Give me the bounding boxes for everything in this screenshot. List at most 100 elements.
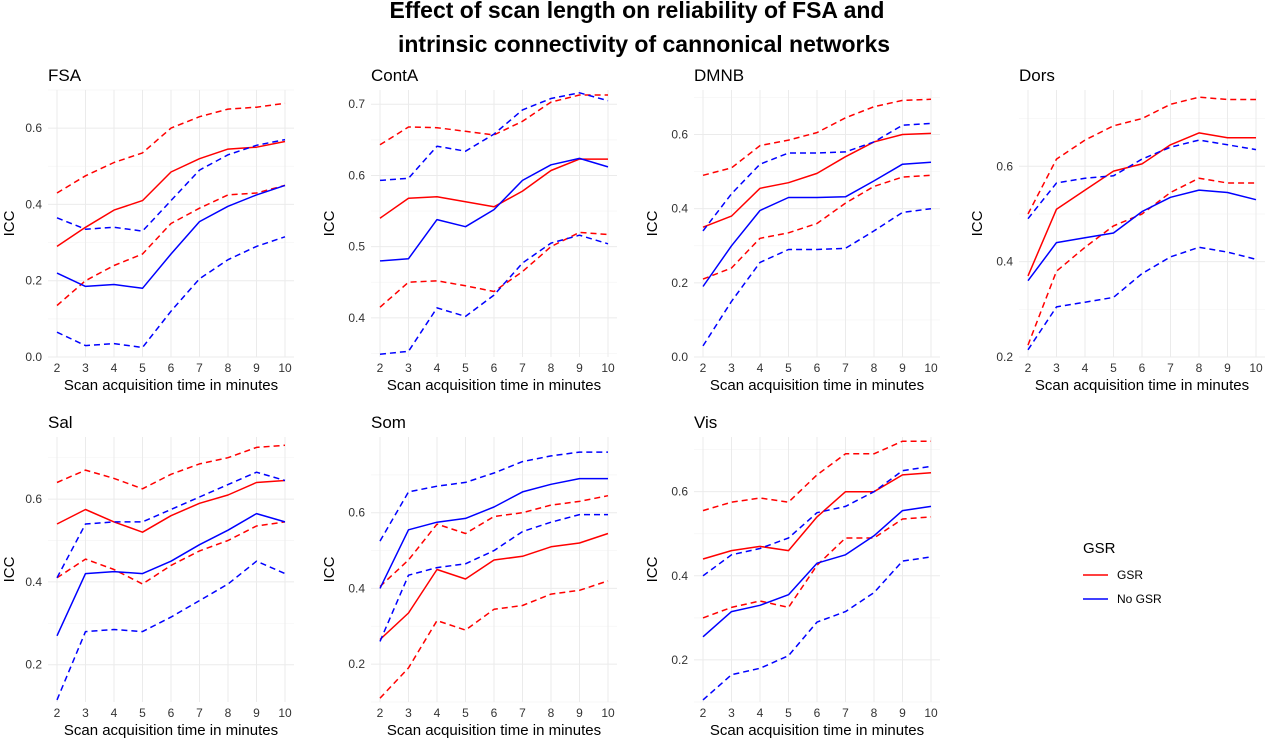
x-tick-label: 6 xyxy=(168,361,175,375)
series-no-gsr-upper xyxy=(702,122,932,232)
x-tick-label: 4 xyxy=(111,706,118,720)
series-gsr-estimate xyxy=(379,158,608,219)
x-tick-label: 4 xyxy=(757,361,764,375)
x-tick-label: 2 xyxy=(1025,361,1032,375)
x-tick-label: 8 xyxy=(871,706,878,720)
series-no-gsr-estimate xyxy=(702,161,932,287)
x-tick-label: 6 xyxy=(814,706,821,720)
series-gsr-estimate xyxy=(702,472,932,560)
series-no-gsr-estimate xyxy=(702,505,932,638)
y-tick-label: 0.4 xyxy=(671,569,688,583)
x-tick-label: 8 xyxy=(548,706,555,720)
y-tick-label: 0.6 xyxy=(25,492,42,506)
y-tick-label: 0.6 xyxy=(348,168,365,182)
x-tick-label: 9 xyxy=(1224,361,1231,375)
legend-label-no-gsr: No GSR xyxy=(1117,592,1162,606)
x-axis-title: Scan acquisition time in minutes xyxy=(387,722,601,739)
x-tick-label: 2 xyxy=(700,361,707,375)
series-gsr-lower xyxy=(56,521,286,585)
series-gsr-upper xyxy=(702,440,931,512)
x-tick-label: 8 xyxy=(225,706,232,720)
series-gsr-upper xyxy=(379,494,609,588)
x-tick-label: 5 xyxy=(139,706,146,720)
x-tick-label: 5 xyxy=(139,361,146,375)
x-tick-label: 7 xyxy=(842,706,849,720)
series-gsr-upper xyxy=(379,94,608,146)
x-tick-label: 5 xyxy=(785,706,792,720)
y-tick-label: 0.4 xyxy=(348,581,365,595)
y-axis-title: ICC xyxy=(321,556,338,582)
series-no-gsr-estimate xyxy=(56,512,286,637)
x-tick-label: 5 xyxy=(1110,361,1117,375)
y-tick-label: 0.0 xyxy=(671,350,688,364)
x-tick-label: 2 xyxy=(377,361,384,375)
x-tick-label: 2 xyxy=(54,706,61,720)
y-tick-label: 0.5 xyxy=(348,240,365,254)
x-axis-title: Scan acquisition time in minutes xyxy=(64,722,278,739)
series-no-gsr-lower xyxy=(702,207,932,347)
y-tick-label: 0.6 xyxy=(996,159,1013,173)
series-no-gsr-upper xyxy=(379,451,608,542)
series-no-gsr-upper xyxy=(56,138,286,232)
x-tick-label: 9 xyxy=(576,361,583,375)
series-no-gsr-upper xyxy=(56,471,286,579)
series-gsr-estimate xyxy=(56,479,286,533)
y-tick-label: 0.4 xyxy=(348,311,365,325)
x-tick-label: 5 xyxy=(785,361,792,375)
x-tick-label: 7 xyxy=(519,706,526,720)
series-no-gsr-lower xyxy=(379,513,608,642)
series-gsr-estimate xyxy=(702,132,932,228)
panels: FSA 0.0 0.2 0.4 0.6 2 3 4 5 6 7 8 9 10 Scan acquisitio… xyxy=(1,66,1265,739)
y-tick-label: 0.2 xyxy=(996,350,1013,364)
y-axis-title: ICC xyxy=(644,556,661,582)
series-gsr-lower xyxy=(56,184,286,307)
series-gsr-lower xyxy=(379,231,609,308)
panel-title-dmnb: DMNB xyxy=(694,66,744,85)
x-tick-label: 10 xyxy=(1249,361,1263,375)
panel-title-vis: Vis xyxy=(694,413,717,432)
x-tick-label: 3 xyxy=(82,706,89,720)
x-tick-label: 6 xyxy=(1139,361,1146,375)
y-tick-label: 0.2 xyxy=(25,274,42,288)
y-tick-label: 0.4 xyxy=(25,197,42,211)
x-axis-title: Scan acquisition time in minutes xyxy=(710,377,924,394)
x-tick-label: 8 xyxy=(871,361,878,375)
panel-title-sal: Sal xyxy=(48,413,73,432)
y-axis-title: ICC xyxy=(969,210,986,236)
x-tick-label: 10 xyxy=(601,361,615,375)
y-tick-label: 0.4 xyxy=(25,575,42,589)
x-tick-label: 4 xyxy=(434,706,441,720)
series-gsr-upper xyxy=(702,98,932,177)
x-tick-label: 3 xyxy=(728,706,735,720)
x-tick-label: 3 xyxy=(405,706,412,720)
legend-label-gsr: GSR xyxy=(1117,568,1143,582)
y-axis-title: ICC xyxy=(644,210,661,236)
series-gsr-estimate xyxy=(1027,132,1256,277)
y-tick-label: 0.6 xyxy=(348,506,365,520)
x-tick-label: 5 xyxy=(462,706,469,720)
figure-title-line-2: intrinsic connectivity of cannonical net… xyxy=(398,31,890,57)
series-no-gsr-upper xyxy=(1027,139,1257,220)
series-no-gsr-lower xyxy=(702,556,932,701)
y-tick-label: 0.6 xyxy=(671,128,688,142)
panel-title-fsa: FSA xyxy=(48,66,82,85)
x-tick-label: 4 xyxy=(757,706,764,720)
x-tick-label: 8 xyxy=(225,361,232,375)
x-tick-label: 9 xyxy=(899,706,906,720)
x-tick-label: 4 xyxy=(111,361,118,375)
series-no-gsr-lower xyxy=(1027,246,1257,351)
y-tick-label: 0.2 xyxy=(671,276,688,290)
x-tick-label: 3 xyxy=(82,361,89,375)
x-axis-title: Scan acquisition time in minutes xyxy=(64,377,278,394)
series-no-gsr-upper xyxy=(702,465,932,577)
y-tick-label: 0.7 xyxy=(348,97,365,111)
x-tick-label: 6 xyxy=(814,361,821,375)
series-gsr-upper xyxy=(1027,96,1256,215)
x-tick-label: 4 xyxy=(1082,361,1089,375)
